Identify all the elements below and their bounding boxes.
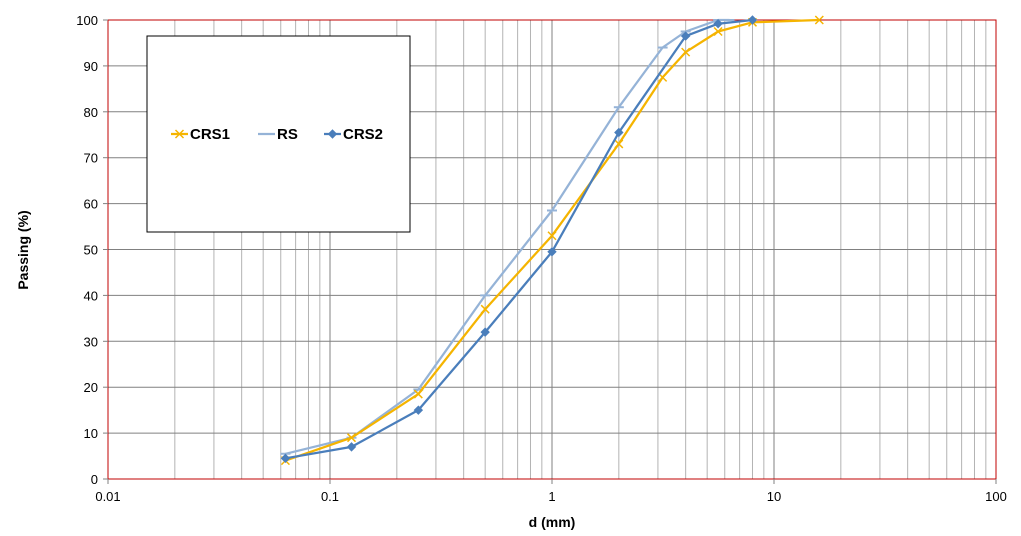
legend-label-rs: RS	[277, 126, 298, 143]
data-point-crs1	[681, 47, 691, 57]
legend-item-rs: RS	[258, 126, 298, 143]
y-axis-title: Passing (%)	[15, 210, 31, 289]
legend-items: CRS1 RS CRS2	[171, 126, 383, 143]
x-tick-label: 1	[548, 489, 555, 504]
data-point-crs1	[814, 15, 824, 25]
y-tick-label: 60	[84, 197, 98, 212]
x-tick-label: 0.01	[95, 489, 120, 504]
data-point-crs1	[614, 139, 624, 149]
legend-label-crs2: CRS2	[343, 126, 383, 143]
y-tick-label: 40	[84, 288, 98, 303]
y-tick-label: 70	[84, 151, 98, 166]
data-point-crs1	[713, 26, 723, 37]
legend-label-crs1: CRS1	[190, 126, 230, 143]
data-point-crs1	[547, 231, 557, 241]
y-tick-label: 30	[84, 334, 98, 349]
data-point-crs2	[413, 405, 424, 415]
y-tick-label: 10	[84, 426, 98, 441]
x-axis-title: d (mm)	[529, 514, 576, 530]
y-tick-label: 100	[76, 13, 98, 28]
data-point-crs2	[346, 442, 357, 452]
data-point-crs1	[480, 304, 490, 314]
y-tick-label: 80	[84, 105, 98, 120]
legend-marker-crs1	[174, 129, 185, 139]
data-point-crs2	[614, 127, 624, 138]
series-rs	[280, 18, 735, 455]
legend-item-crs2: CRS2	[324, 126, 383, 143]
y-axis-ticks: 0 10 20 30 40 50 60 70 80 90 100	[76, 13, 108, 487]
data-point-crs2	[747, 15, 758, 25]
series-crs1	[280, 15, 824, 466]
series-layer	[280, 15, 824, 466]
legend-marker-crs2	[327, 129, 338, 139]
x-axis-ticks: 0.01 0.1 1 10 100	[95, 479, 1007, 504]
data-point-crs2	[713, 18, 723, 29]
legend-box	[146, 35, 411, 233]
y-tick-label: 50	[84, 243, 98, 258]
data-point-crs2	[280, 453, 291, 464]
data-point-crs2	[480, 327, 490, 337]
series-crs2	[280, 15, 758, 464]
x-tick-label: 100	[985, 489, 1007, 504]
data-point-crs2	[547, 247, 557, 257]
x-tick-label: 10	[767, 489, 781, 504]
y-tick-label: 0	[91, 472, 98, 487]
y-tick-label: 90	[84, 59, 98, 74]
y-tick-label: 20	[84, 380, 98, 395]
x-tick-label: 0.1	[321, 489, 339, 504]
data-point-crs1	[413, 389, 423, 399]
series-line-rs	[285, 18, 730, 455]
legend-item-crs1: CRS1	[171, 126, 230, 143]
data-point-crs1	[346, 433, 357, 443]
legend: CRS1 RS CRS2	[146, 35, 411, 233]
data-point-crs2	[680, 31, 691, 41]
